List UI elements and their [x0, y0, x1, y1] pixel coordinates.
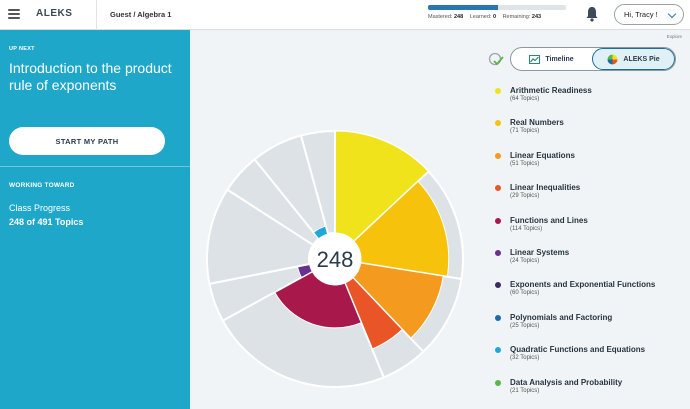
top-header: ALEKS Guest / Algebra 1 Mastered: 248 Le…: [0, 0, 690, 30]
remaining-count: 243: [531, 14, 542, 20]
check-circle-icon: [488, 52, 504, 66]
legend-color-dot: [495, 347, 501, 354]
legend-item-name: Real Numbers: [510, 118, 564, 128]
pie-slice[interactable]: [334, 129, 430, 243]
legend-item-count: (114 Topics): [510, 225, 543, 232]
user-greeting: Hi, Tracy !: [624, 10, 658, 19]
legend-color-dot: [495, 120, 501, 127]
pie-chart-icon: [607, 54, 618, 64]
legend-item-count: (51 Topics): [510, 160, 540, 167]
bell-icon[interactable]: [585, 6, 599, 22]
legend-color-dot: [495, 314, 501, 321]
header-divider: [96, 0, 97, 30]
class-progress-label: Class Progress: [9, 203, 71, 213]
pie-svg: 248: [206, 129, 464, 388]
legend-item-name: Arithmetic Readiness: [510, 86, 592, 95]
progress-bar-fill: [428, 5, 498, 10]
legend-item[interactable]: Data Analysis and Probability (21 Topics): [495, 378, 685, 400]
hamburger-menu-icon[interactable]: [8, 9, 20, 19]
legend-item[interactable]: Quadratic Functions and Equations (32 Top…: [495, 345, 685, 367]
legend-item-count: (24 Topics): [510, 258, 540, 264]
legend-color-dot: [495, 217, 501, 224]
legend-item-count: (25 Topics): [510, 322, 540, 329]
legend-item-name: Polynomials and Factoring: [510, 312, 613, 322]
legend-item-count: (29 Topics): [510, 193, 540, 200]
legend-color-dot: [495, 379, 501, 386]
learned-label: Learned:: [469, 14, 492, 20]
progress-stats: Mastered: 248 Learned: 0 Remaining: 243: [428, 14, 566, 20]
pie-slice[interactable]: [352, 170, 464, 281]
legend-item[interactable]: Linear Equations (51 Topics): [495, 151, 685, 173]
learned-count: 0: [492, 14, 497, 20]
tab-timeline-label: Timeline: [545, 55, 574, 63]
legend-item-count: (60 Topics): [510, 290, 540, 297]
next-topic-title: Introduction to the product rule of expo…: [9, 60, 172, 93]
pie-center-value: 248: [317, 247, 354, 272]
legend-item[interactable]: Exponents and Exponential Functions (60 T…: [495, 280, 685, 302]
start-my-path-button[interactable]: START MY PATH: [9, 127, 165, 155]
mastered-label: Mastered:: [428, 14, 453, 20]
tab-aleks-pie-label: ALEKS Pie: [623, 55, 660, 63]
legend-item-name: Linear Systems: [510, 248, 570, 257]
legend-color-dot: [495, 282, 501, 289]
legend-item-name: Linear Inequalities: [510, 183, 581, 193]
explore-link[interactable]: Explore: [666, 34, 682, 39]
pie-slice-mastered: [353, 180, 450, 278]
legend-color-dot: [495, 250, 501, 256]
main-panel: Explore 248 Timeline ALEKS Pie Arithmeti…: [190, 30, 690, 409]
legend-item[interactable]: Arithmetic Readiness (64 Topics): [495, 86, 685, 108]
tab-aleks-pie[interactable]: ALEKS Pie: [592, 48, 675, 70]
class-progress-value: 248 of 491 Topics: [9, 217, 84, 227]
breadcrumb: Guest / Algebra 1: [110, 10, 172, 19]
view-toggle: Timeline ALEKS Pie: [510, 47, 676, 71]
aleks-pie-chart: 248: [190, 30, 480, 409]
up-next-label: UP NEXT: [9, 46, 35, 52]
pie-slice-mastered: [273, 270, 362, 329]
pie-slice[interactable]: [221, 270, 386, 388]
mastered-count: 248: [454, 14, 464, 20]
legend-item-count: (64 Topics): [510, 96, 540, 102]
legend-item-name: Functions and Lines: [510, 215, 588, 225]
sidebar: UP NEXT Introduction to the product rule…: [0, 30, 190, 409]
sidebar-divider: [0, 166, 190, 167]
legend-item[interactable]: Real Numbers (71 Topics): [495, 118, 685, 140]
legend-item-count: (21 Topics): [510, 387, 540, 394]
legend-item[interactable]: Polynomials and Factoring (25 Topics): [495, 313, 685, 335]
legend-item-count: (71 Topics): [510, 128, 540, 135]
legend-color-dot: [495, 152, 501, 159]
working-toward-label: WORKING TOWARD: [9, 182, 75, 189]
legend-item[interactable]: Linear Inequalities (29 Topics): [495, 183, 685, 205]
pie-slice-mastered: [334, 130, 430, 242]
legend-color-dot: [495, 185, 501, 192]
progress-summary: Mastered: 248 Learned: 0 Remaining: 243: [428, 5, 566, 20]
legend-item-count: (32 Topics): [510, 355, 540, 362]
legend-color-dot: [495, 88, 501, 94]
legend-item[interactable]: Functions and Lines (114 Topics): [495, 216, 685, 238]
remaining-label: Remaining:: [502, 14, 531, 20]
pie-center-circle: [309, 233, 361, 285]
legend-item-name: Data Analysis and Probability: [510, 377, 623, 387]
progress-bar: [428, 5, 566, 10]
tab-timeline[interactable]: Timeline: [511, 48, 592, 70]
aleks-logo[interactable]: ALEKS: [36, 8, 73, 19]
legend-item-name: Quadratic Functions and Equations: [510, 345, 646, 355]
legend-item-name: Exponents and Exponential Functions: [510, 280, 656, 290]
legend-item[interactable]: Linear Systems (24 Topics): [495, 248, 685, 270]
legend-item-name: Linear Equations: [510, 150, 575, 160]
user-menu-button[interactable]: Hi, Tracy !: [614, 4, 684, 25]
chart-line-icon: [529, 54, 541, 64]
chevron-down-icon: [667, 9, 677, 19]
